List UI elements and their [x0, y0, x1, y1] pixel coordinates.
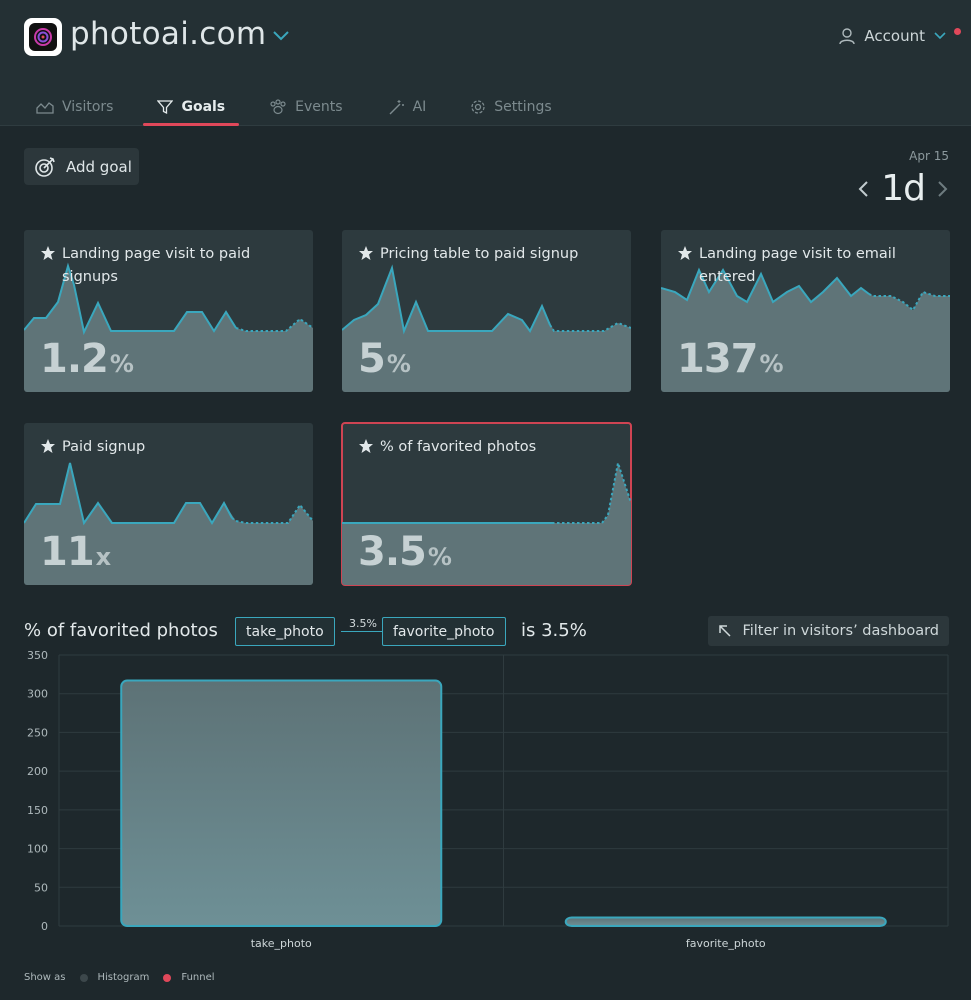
- goal-value: 11x: [40, 529, 111, 575]
- tab-goals-label: Goals: [181, 99, 226, 115]
- tab-events-label: Events: [295, 99, 343, 115]
- y-tick-label: 350: [27, 649, 48, 662]
- tab-events[interactable]: Events: [269, 95, 343, 119]
- goal-card-title: Paid signup: [40, 436, 299, 459]
- user-icon: [839, 28, 856, 45]
- chevron-down-icon: [934, 32, 946, 40]
- tab-goals[interactable]: Goals: [143, 95, 239, 126]
- chevron-left-icon[interactable]: [857, 180, 869, 198]
- x-tick-label: take_photo: [251, 937, 312, 950]
- tab-visitors-label: Visitors: [62, 99, 114, 115]
- sparkline-chart: [24, 262, 313, 392]
- range-value[interactable]: 1d: [881, 168, 926, 209]
- funnel-step-1[interactable]: take_photo: [235, 617, 335, 646]
- sparkline-chart: [661, 267, 950, 392]
- funnel-bar-chart: 0 50 100 150 200 250 300 350 take_photo favorite_…: [27, 649, 949, 950]
- legend-label-histogram[interactable]: Histogram: [97, 972, 150, 983]
- funnel-conversion: 3.5%: [349, 617, 377, 630]
- goal-card-title: Landing page visit to email entered: [677, 243, 936, 289]
- tab-visitors[interactable]: Visitors: [36, 95, 113, 119]
- top-header: photoai.com Account Visitors Goals: [0, 0, 971, 126]
- gear-icon: [471, 100, 485, 114]
- funnel-connector: [341, 631, 382, 632]
- account-label: Account: [864, 27, 925, 45]
- bar-favorite_photo: [564, 916, 887, 927]
- chart-area-icon: [36, 102, 54, 114]
- funnel-title: % of favorited photos: [24, 620, 218, 641]
- tab-settings-label: Settings: [494, 99, 552, 115]
- goal-value: 3.5%: [358, 529, 452, 575]
- sparkline-chart: [24, 462, 313, 585]
- legend-prefix: Show as: [24, 972, 66, 983]
- date-label: Apr 15: [909, 149, 949, 163]
- tab-settings[interactable]: Settings: [470, 95, 552, 119]
- goal-title-text: Landing page visit to paid signups: [62, 246, 251, 285]
- goal-card-title: % of favorited photos: [358, 436, 617, 459]
- star-icon[interactable]: [40, 438, 56, 454]
- spiral-logo-icon: [29, 23, 57, 51]
- tab-ai[interactable]: AI: [387, 95, 427, 119]
- add-goal-label: Add goal: [66, 157, 132, 176]
- x-tick-label: favorite_photo: [686, 937, 766, 950]
- goal-card[interactable]: Pricing table to paid signup 5%: [342, 230, 631, 392]
- star-icon[interactable]: [677, 245, 693, 261]
- funnel-result: is 3.5%: [521, 620, 587, 641]
- tab-ai-label: AI: [412, 99, 427, 115]
- arrow-up-left-icon: [719, 625, 731, 637]
- star-icon[interactable]: [40, 245, 56, 261]
- range-selector: 1d: [857, 168, 949, 209]
- goal-card-selected[interactable]: % of favorited photos 3.5%: [341, 422, 632, 586]
- chevron-down-icon[interactable]: [272, 30, 290, 42]
- goal-card-title: Landing page visit to paid signups: [40, 243, 299, 289]
- magic-wand-icon: [389, 100, 404, 115]
- funnel-icon: [157, 100, 174, 115]
- y-tick-label: 300: [27, 688, 48, 701]
- goal-card[interactable]: Landing page visit to email entered 137%: [661, 230, 950, 392]
- main-tabs: Visitors Goals Events AI: [36, 95, 596, 126]
- star-icon[interactable]: [358, 438, 374, 454]
- goal-title-text: Pricing table to paid signup: [380, 246, 579, 262]
- goal-value: 5%: [358, 336, 411, 382]
- notification-dot: [954, 28, 961, 35]
- sparkline-chart: [342, 462, 631, 585]
- y-tick-label: 100: [27, 843, 48, 856]
- goal-value: 1.2%: [40, 336, 134, 382]
- y-tick-label: 250: [27, 726, 48, 739]
- target-icon: [35, 156, 55, 177]
- bar-take_photo: [120, 679, 443, 928]
- account-menu[interactable]: Account: [838, 27, 947, 45]
- chevron-right-icon[interactable]: [937, 180, 949, 198]
- site-name[interactable]: photoai.com: [70, 16, 267, 52]
- legend-dot-histogram[interactable]: [79, 973, 88, 982]
- filter-visitors-label: Filter in visitors’ dashboard: [742, 623, 939, 639]
- goal-card[interactable]: Landing page visit to paid signups 1.2%: [24, 230, 313, 392]
- site-logo[interactable]: [24, 18, 62, 56]
- goal-card[interactable]: Paid signup 11x: [24, 423, 313, 585]
- goal-card-title: Pricing table to paid signup: [358, 243, 617, 266]
- goal-value: 137%: [677, 336, 784, 382]
- add-goal-button[interactable]: Add goal: [24, 148, 139, 185]
- y-tick-label: 50: [34, 881, 48, 894]
- goal-title-text: Landing page visit to email entered: [699, 246, 896, 285]
- goal-title-text: % of favorited photos: [380, 439, 537, 455]
- legend-label-funnel[interactable]: Funnel: [181, 972, 215, 983]
- y-tick-label: 200: [27, 765, 48, 778]
- y-tick-label: 150: [27, 804, 48, 817]
- goal-title-text: Paid signup: [62, 439, 146, 455]
- sparkline-chart: [342, 264, 631, 392]
- chart-legend: Show as Histogram Funnel: [24, 972, 215, 983]
- star-icon[interactable]: [358, 245, 374, 261]
- y-tick-label: 0: [41, 920, 48, 933]
- paw-icon: [270, 99, 286, 115]
- legend-dot-funnel[interactable]: [163, 973, 172, 982]
- funnel-step-2[interactable]: favorite_photo: [382, 617, 506, 646]
- filter-visitors-button[interactable]: Filter in visitors’ dashboard: [708, 616, 949, 646]
